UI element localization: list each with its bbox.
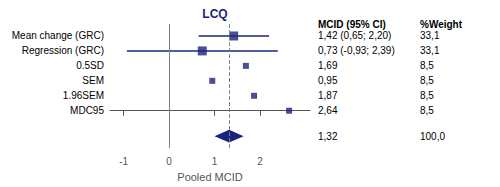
svg-text:Mean change (GRC): Mean change (GRC) xyxy=(12,30,104,41)
svg-text:MDC95: MDC95 xyxy=(70,105,104,116)
svg-text:1,42 (0,65; 2,20): 1,42 (0,65; 2,20) xyxy=(318,30,391,41)
svg-text:8,5: 8,5 xyxy=(420,105,434,116)
svg-text:8,5: 8,5 xyxy=(420,60,434,71)
svg-text:LCQ: LCQ xyxy=(202,7,227,21)
svg-text:8,5: 8,5 xyxy=(420,75,434,86)
svg-text:SEM: SEM xyxy=(82,75,104,86)
svg-text:0,73 (-0,93; 2,39): 0,73 (-0,93; 2,39) xyxy=(318,45,395,56)
svg-text:0: 0 xyxy=(166,156,172,167)
svg-text:2,64: 2,64 xyxy=(318,105,338,116)
svg-text:0,95: 0,95 xyxy=(318,75,338,86)
svg-text:1,69: 1,69 xyxy=(318,60,338,71)
svg-text:1,32: 1,32 xyxy=(318,131,338,142)
svg-text:33,1: 33,1 xyxy=(420,45,440,56)
svg-text:1: 1 xyxy=(212,156,218,167)
svg-text:8,5: 8,5 xyxy=(420,90,434,101)
svg-text:1,87: 1,87 xyxy=(318,90,338,101)
svg-text:2: 2 xyxy=(257,156,263,167)
svg-text:100,0: 100,0 xyxy=(420,131,445,142)
svg-text:Pooled MCID: Pooled MCID xyxy=(177,171,242,183)
svg-text:MCID (95% CI): MCID (95% CI) xyxy=(318,19,386,30)
svg-text:33,1: 33,1 xyxy=(420,30,440,41)
svg-text:0.5SD: 0.5SD xyxy=(76,60,104,71)
svg-text:%Weight: %Weight xyxy=(420,19,463,30)
svg-text:Regression (GRC): Regression (GRC) xyxy=(22,45,104,56)
svg-text:1.96SEM: 1.96SEM xyxy=(63,90,104,101)
svg-text:-1: -1 xyxy=(119,156,128,167)
